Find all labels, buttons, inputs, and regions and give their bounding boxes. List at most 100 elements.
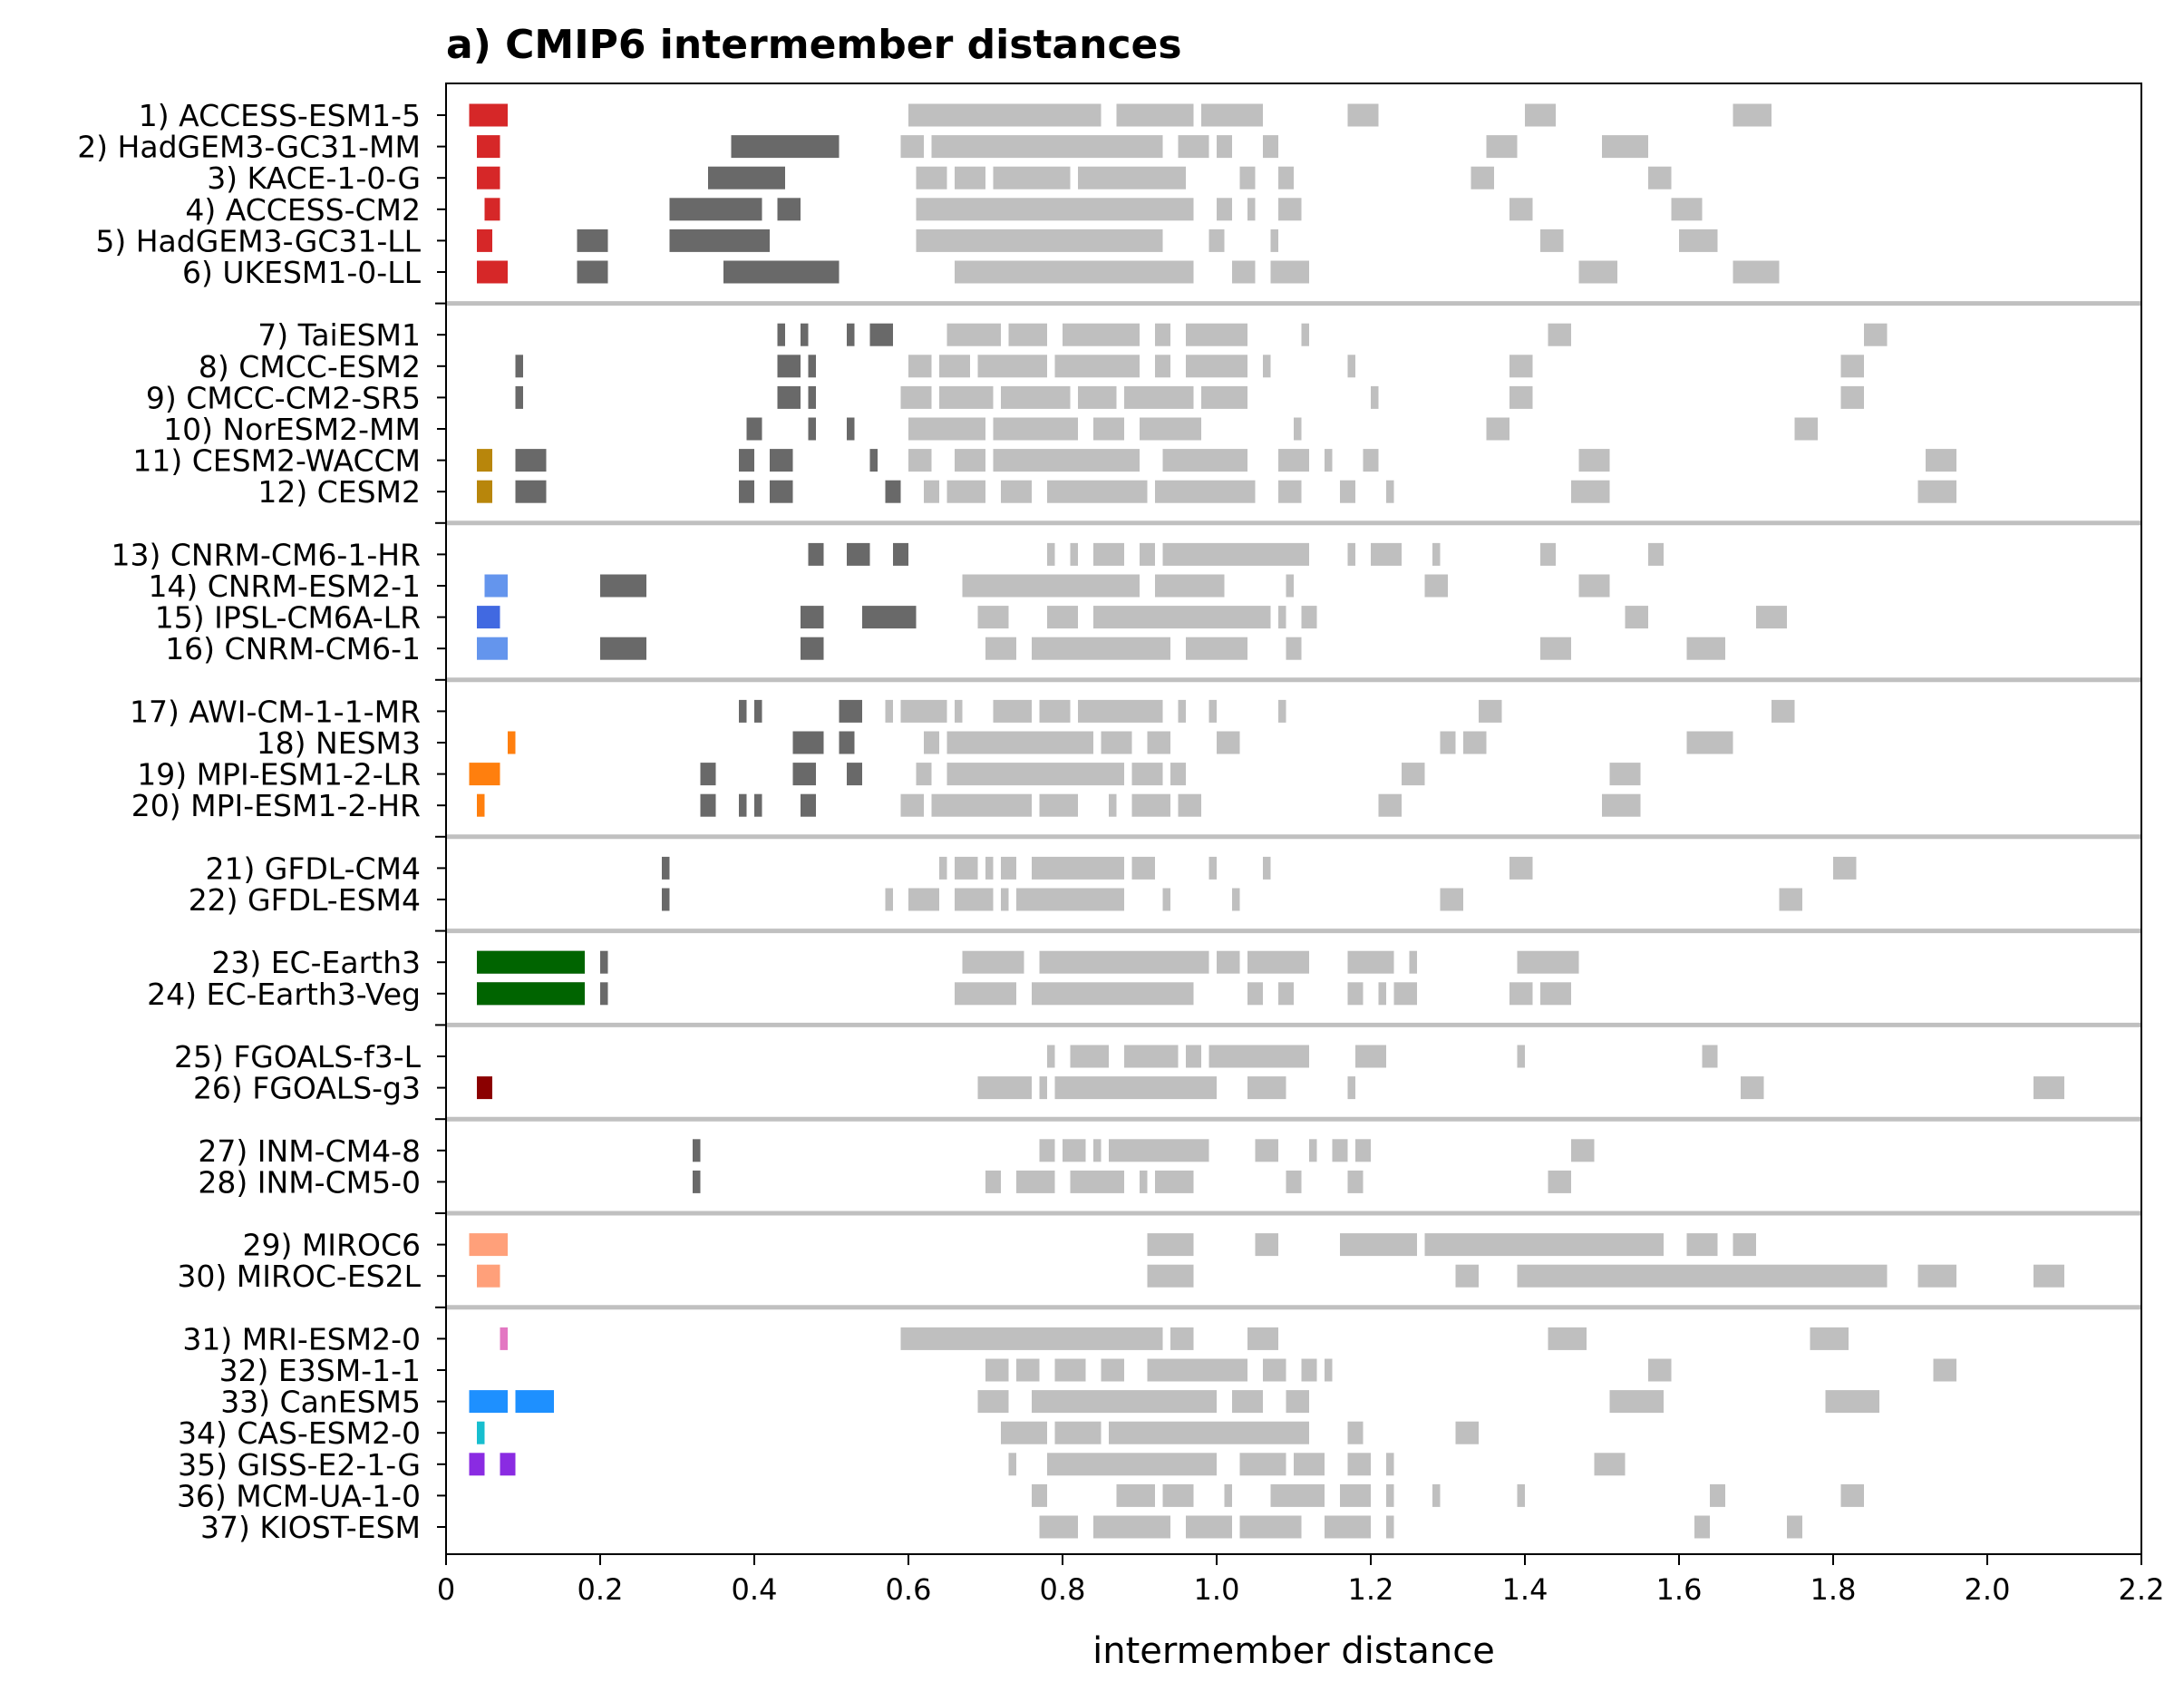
family-distance-bar — [770, 449, 793, 472]
other-distance-bar — [977, 1327, 1163, 1350]
other-distance-bar — [1093, 417, 1124, 441]
other-distance-bar — [1625, 606, 1648, 629]
model-row — [477, 135, 1648, 159]
other-distance-bar — [977, 1390, 1009, 1414]
model-row — [1039, 1515, 1802, 1539]
other-distance-bar — [1232, 888, 1240, 911]
other-distance-bar — [1078, 166, 1186, 190]
other-distance-bar — [1155, 574, 1225, 598]
other-distance-bar — [1070, 542, 1078, 566]
other-distance-bar — [1039, 1139, 1055, 1162]
model-label: 25) FGOALS-f3-L — [174, 1039, 422, 1075]
family-distance-bar — [885, 480, 901, 503]
other-distance-bar — [1186, 355, 1247, 378]
other-distance-bar — [1840, 355, 1864, 378]
other-distance-bar — [1347, 982, 1364, 1006]
family-distance-bar — [869, 323, 893, 346]
family-distance-bar — [792, 763, 816, 786]
other-distance-bar — [1648, 166, 1672, 190]
other-distance-bar — [1008, 1453, 1016, 1476]
other-distance-bar — [1078, 699, 1163, 723]
other-distance-bar — [1032, 1483, 1047, 1507]
model-row — [477, 166, 1672, 190]
other-distance-bar — [1124, 1045, 1179, 1068]
other-distance-bar — [1578, 449, 1610, 472]
other-distance-bar — [1294, 950, 1309, 974]
model-row — [477, 1264, 2064, 1288]
other-distance-bar — [1286, 574, 1294, 598]
other-distance-bar — [1455, 1264, 1479, 1288]
other-distance-bar — [1278, 166, 1294, 190]
other-distance-bar — [1124, 385, 1194, 409]
self-distance-bar — [477, 1076, 492, 1100]
other-distance-bar — [1325, 449, 1333, 472]
other-distance-bar — [1255, 1139, 1278, 1162]
other-distance-bar — [1432, 1483, 1441, 1507]
other-distance-bar — [1247, 1076, 1286, 1100]
other-distance-bar — [1016, 888, 1124, 911]
model-label: 36) MCM-UA-1-0 — [177, 1478, 421, 1513]
other-distance-bar — [939, 1327, 978, 1350]
model-row — [484, 574, 1610, 598]
x-tick-label: 0.2 — [578, 1572, 624, 1607]
other-distance-bar — [1578, 260, 1617, 284]
other-distance-bar — [1833, 856, 1857, 880]
plot-area — [446, 103, 2141, 1539]
chart-title: a) CMIP6 intermember distances — [446, 22, 1182, 68]
other-distance-bar — [1378, 982, 1386, 1006]
other-distance-bar — [1702, 1045, 1718, 1068]
other-distance-bar — [1517, 1483, 1525, 1507]
family-distance-bar — [770, 480, 793, 503]
other-distance-bar — [1186, 1045, 1201, 1068]
model-label: 14) CNRM-ESM2-1 — [148, 569, 421, 604]
family-distance-bar — [801, 323, 809, 346]
other-distance-bar — [1093, 1139, 1102, 1162]
family-distance-bar — [515, 449, 547, 472]
other-distance-bar — [1201, 1421, 1309, 1444]
other-distance-bar — [1217, 198, 1232, 221]
other-distance-bar — [1733, 1233, 1756, 1257]
other-distance-bar — [1609, 763, 1641, 786]
other-distance-bar — [1540, 637, 1571, 660]
model-label: 10) NorESM2-MM — [163, 412, 421, 447]
x-axis: 0 0.2 0.4 0.6 0.8 1.0 1.2 1.4 1.6 1.8 2.0 2.2 — [437, 1554, 2164, 1607]
x-axis-label: intermember distance — [1092, 1630, 1495, 1672]
other-distance-bar — [1178, 699, 1186, 723]
other-distance-bar — [962, 574, 1140, 598]
self-distance-bar — [508, 731, 516, 754]
other-distance-bar — [1840, 1483, 1864, 1507]
model-label: 7) TaiESM1 — [257, 317, 421, 353]
family-distance-bar — [801, 793, 816, 817]
family-distance-bar — [869, 449, 878, 472]
other-distance-bar — [1063, 1139, 1086, 1162]
other-distance-bar — [1347, 1076, 1355, 1100]
model-row — [477, 1076, 2064, 1100]
other-distance-bar — [1347, 1453, 1371, 1476]
other-distance-bar — [946, 763, 1124, 786]
other-distance-bar — [1371, 385, 1379, 409]
other-distance-bar — [1648, 542, 1664, 566]
self-distance-bar — [477, 135, 500, 159]
other-distance-bar — [1162, 449, 1247, 472]
model-row — [477, 793, 1641, 817]
other-distance-bar — [1278, 198, 1302, 221]
other-distance-bar — [1178, 793, 1201, 817]
other-distance-bar — [1571, 480, 1610, 503]
other-distance-bar — [1347, 950, 1394, 974]
other-distance-bar — [1347, 103, 1379, 127]
other-distance-bar — [1347, 1421, 1364, 1444]
model-label: 24) EC-Earth3-Veg — [147, 977, 421, 1012]
x-tick-label: 1.2 — [1348, 1572, 1394, 1607]
other-distance-bar — [1155, 323, 1170, 346]
model-row — [500, 1327, 1849, 1350]
other-distance-bar — [1917, 1264, 1956, 1288]
other-distance-bar — [1131, 793, 1170, 817]
family-distance-bar — [515, 385, 523, 409]
other-distance-bar — [977, 606, 1009, 629]
x-tick-label: 1.0 — [1194, 1572, 1240, 1607]
self-distance-bar — [469, 1453, 485, 1476]
model-label: 32) E3SM-1-1 — [219, 1353, 421, 1388]
model-label: 5) HadGEM3-GC31-LL — [95, 223, 421, 258]
other-distance-bar — [1039, 1515, 1078, 1539]
